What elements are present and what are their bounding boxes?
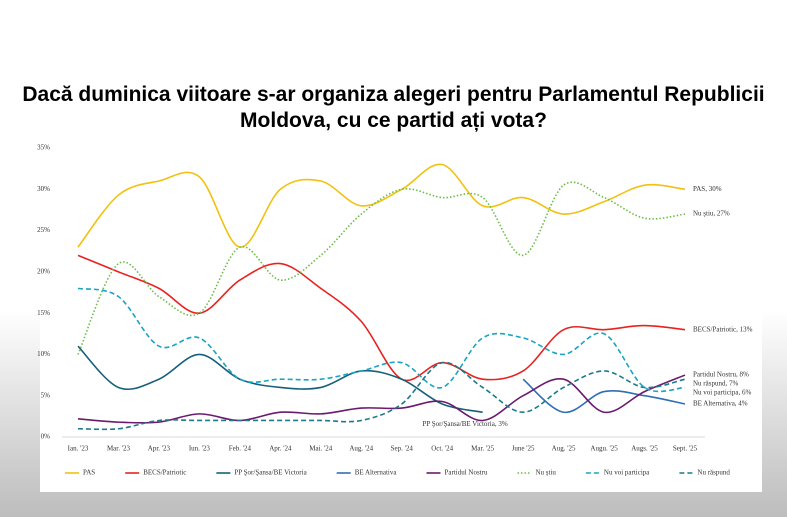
end-label: Nu voi participa, 6%	[693, 389, 751, 397]
y-tick-label: 30%	[37, 185, 50, 193]
series-line	[77, 163, 686, 248]
legend-label: Partidul Nostru	[444, 469, 487, 477]
series-line	[77, 345, 483, 414]
end-label: PP Şor/Şansa/BE Victoria, 3%	[423, 420, 508, 428]
y-tick-label: 20%	[37, 267, 50, 275]
x-tick-label: Mar. '25	[471, 445, 495, 453]
legend-label: BECS/Patriotic	[143, 469, 186, 477]
x-tick-label: Feb. '24	[229, 445, 252, 453]
x-tick-label: Sep. '24	[391, 445, 414, 453]
x-tick-label: June '25	[512, 445, 535, 453]
y-tick-label: 35%	[37, 144, 50, 152]
end-label: BECS/Patriotic, 13%	[693, 325, 753, 333]
legend-label: Nu răspund	[697, 469, 730, 477]
x-tick-label: Ian. '23	[68, 445, 89, 453]
end-label: BE Alternativa, 4%	[693, 400, 748, 408]
series-line	[77, 361, 686, 431]
x-tick-label: Aug. '25	[552, 445, 576, 453]
plot-background	[40, 140, 762, 492]
x-tick-label: Augs. '25	[631, 445, 658, 453]
x-tick-label: Sept. '25	[673, 445, 698, 453]
end-label: Nu știu, 27%	[693, 210, 730, 218]
y-tick-label: 10%	[37, 350, 50, 358]
series-line	[77, 374, 686, 424]
y-tick-label: 25%	[37, 226, 50, 234]
x-tick-label: Apr. '24	[269, 445, 292, 453]
end-label: PAS, 30%	[693, 185, 722, 193]
end-label: Partidul Nostru, 8%	[693, 371, 749, 379]
end-label: Nu răspund, 7%	[693, 380, 738, 388]
x-tick-label: Mai. '24	[309, 445, 333, 453]
legend-label: Nu știu	[535, 469, 556, 477]
x-tick-label: Mar. '23	[107, 445, 131, 453]
legend-label: PAS	[83, 469, 95, 477]
y-tick-label: 5%	[41, 391, 51, 399]
legend-label: BE Alternativa	[355, 469, 398, 477]
y-tick-label: 15%	[37, 309, 50, 317]
x-tick-label: Apr. '23	[148, 445, 171, 453]
series-line	[77, 287, 686, 393]
series-line	[77, 254, 686, 382]
chart-title: Dacă duminica viitoare s-ar organiza ale…	[22, 83, 765, 132]
x-tick-label: Iun. '23	[189, 445, 211, 453]
series-line	[522, 378, 686, 414]
series-line	[77, 181, 686, 355]
y-tick-label: 0%	[41, 433, 51, 441]
x-tick-label: Augu. '25	[590, 445, 618, 453]
x-tick-label: Aug. '24	[349, 445, 373, 453]
x-tick-label: Oct. '24	[431, 445, 453, 453]
legend-label: Nu voi participa	[604, 469, 650, 477]
legend-label: PP Şor/Şansa/BE Victoria	[234, 469, 307, 477]
